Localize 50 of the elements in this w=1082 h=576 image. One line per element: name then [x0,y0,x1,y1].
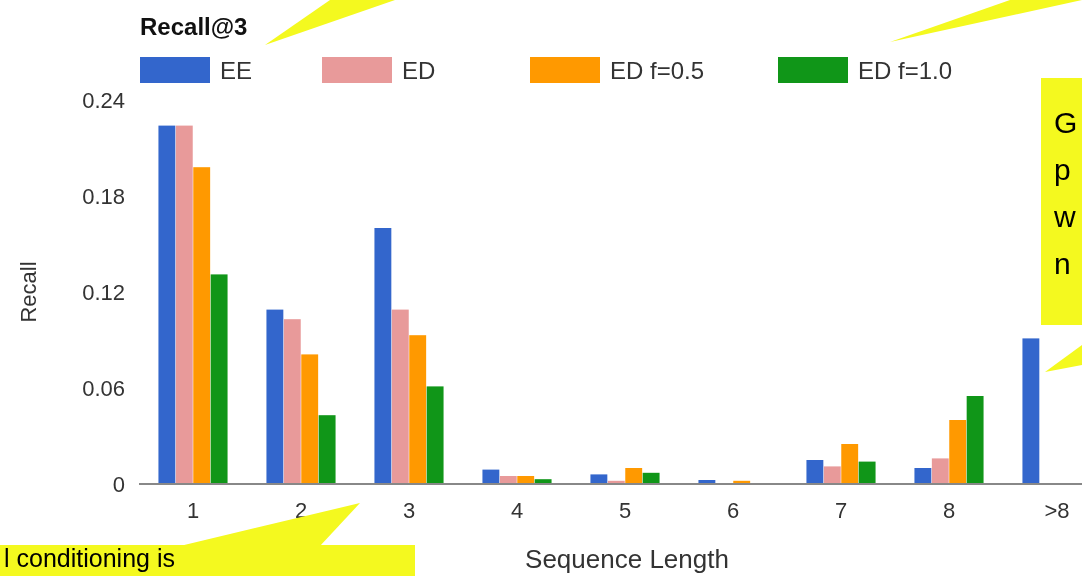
annotation: G [1054,106,1078,139]
bar [158,125,176,484]
bar [931,458,949,484]
bar [642,472,660,484]
annotation: n [1054,247,1071,280]
bar [210,274,228,484]
legend-label: ED f=0.5 [610,57,705,84]
x-tick-label: 3 [402,498,416,523]
bar [426,386,444,484]
x-tick-label: 6 [726,498,740,523]
bar [1022,338,1040,484]
x-tick-label: 4 [510,498,524,523]
bar [283,319,301,484]
bar [823,466,841,484]
bar [966,396,984,484]
y-tick-label: 0 [112,471,125,497]
bar [949,420,967,484]
x-tick-label: 7 [834,498,848,523]
bar [266,309,284,484]
x-tick-label: 5 [618,498,632,523]
bar [301,354,319,484]
bar [625,468,643,484]
bar [590,474,608,484]
bar [193,167,211,484]
annotation: w [1053,200,1076,233]
bar [806,460,824,484]
bar [175,125,193,484]
legend-label: ED f=1.0 [858,57,953,84]
chart-title: Recall@3 [140,13,248,40]
legend-label: ED [402,57,436,84]
bar [914,468,932,484]
bar [409,335,427,484]
y-axis-title: Recall [16,261,41,323]
annotation: p [1054,153,1071,186]
bar [858,461,876,484]
y-tick-label: 0.06 [82,375,125,401]
y-tick-label: 0.12 [82,279,125,305]
text: l conditioning is [4,544,175,572]
y-tick-label: 0.24 [82,87,125,113]
bar [841,444,859,484]
x-tick-label: 8 [942,498,956,523]
bar [482,469,500,484]
bar [374,228,392,484]
bar [318,415,336,484]
legend-label: EE [220,57,253,84]
bar [391,309,409,484]
x-tick-label: >8 [1044,498,1070,523]
x-axis-title: Sequence Length [525,544,729,574]
y-tick-label: 0.18 [82,183,125,209]
x-tick-label: 1 [186,498,200,523]
